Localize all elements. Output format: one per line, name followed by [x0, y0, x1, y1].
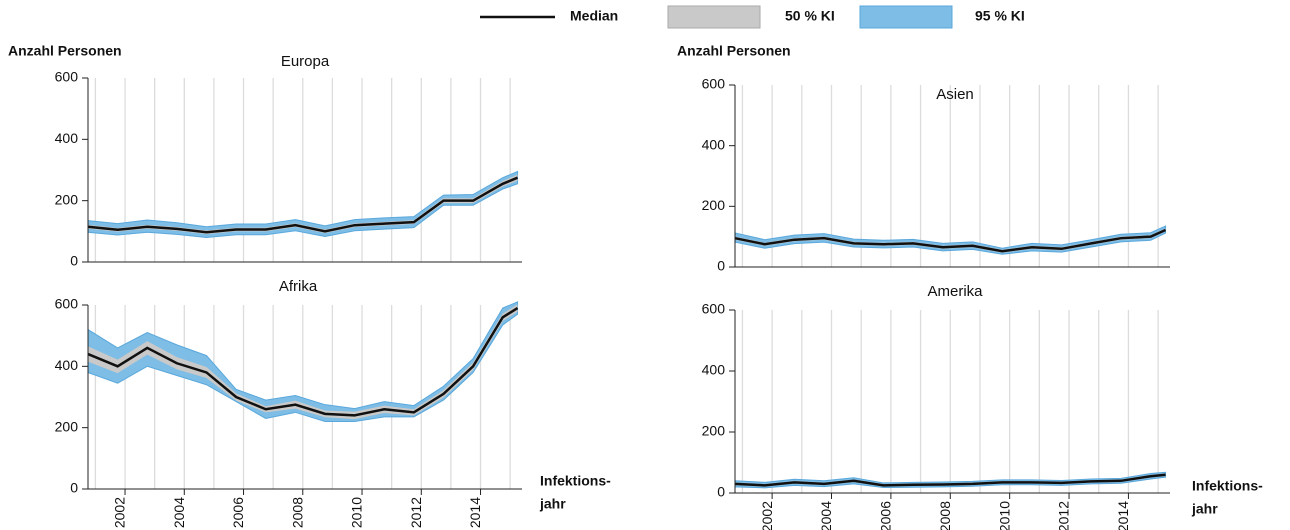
x-tick-label: 2014: [1115, 501, 1131, 530]
legend-label: 50 % KI: [785, 8, 835, 24]
median-line: [87, 176, 519, 234]
x-tick-label: 2008: [289, 497, 305, 528]
x-tick-label: 2002: [112, 497, 128, 528]
y-tick-label: 200: [55, 191, 79, 207]
y-tick-label: 400: [55, 357, 79, 373]
legend-label: 95 % KI: [975, 8, 1025, 24]
x-tick-label: 2008: [937, 501, 953, 530]
x-tick-label: 2006: [878, 501, 894, 530]
y-tick-label: 0: [717, 258, 725, 274]
x-axis-label: Infektions-: [540, 473, 611, 489]
y-tick-label: 0: [70, 253, 78, 269]
x-tick-label: 2010: [996, 501, 1012, 530]
x-tick-label: 2006: [230, 497, 246, 528]
legend-label: Median: [570, 8, 618, 24]
y-axis-label: Anzahl Personen: [677, 43, 791, 59]
panel-title: Amerika: [927, 283, 983, 300]
legend-swatch: [859, 5, 953, 29]
y-tick-label: 400: [702, 362, 726, 378]
median-line: [734, 473, 1166, 487]
y-tick-label: 200: [702, 197, 726, 213]
y-tick-label: 600: [55, 69, 79, 85]
y-tick-label: 400: [702, 136, 726, 152]
x-tick-label: 2004: [171, 497, 187, 528]
x-tick-label: 2002: [759, 501, 775, 530]
y-tick-label: 200: [702, 423, 726, 439]
y-tick-label: 600: [702, 76, 726, 92]
panel-title: Asien: [936, 86, 974, 103]
x-tick-label: 2014: [467, 497, 483, 528]
x-tick-label: 2010: [349, 497, 365, 528]
x-axis-label: jahr: [1191, 501, 1218, 517]
y-tick-label: 0: [717, 484, 725, 500]
y-tick-label: 400: [55, 130, 79, 146]
y-tick-label: 600: [702, 301, 726, 317]
median-line: [734, 228, 1167, 253]
x-axis-label: Infektions-: [1192, 478, 1263, 494]
y-tick-label: 0: [70, 480, 78, 496]
panel-title: Afrika: [279, 278, 318, 295]
x-axis-label: jahr: [539, 496, 566, 512]
y-tick-label: 200: [55, 418, 79, 434]
x-tick-label: 2012: [1056, 501, 1072, 530]
legend-swatch: [667, 5, 761, 29]
y-axis-label: Anzahl Personen: [8, 43, 122, 59]
median-line: [87, 307, 519, 417]
x-tick-label: 2012: [408, 497, 424, 528]
x-tick-label: 2004: [818, 501, 834, 530]
panel-title: Europa: [281, 53, 330, 70]
y-tick-label: 600: [55, 296, 79, 312]
